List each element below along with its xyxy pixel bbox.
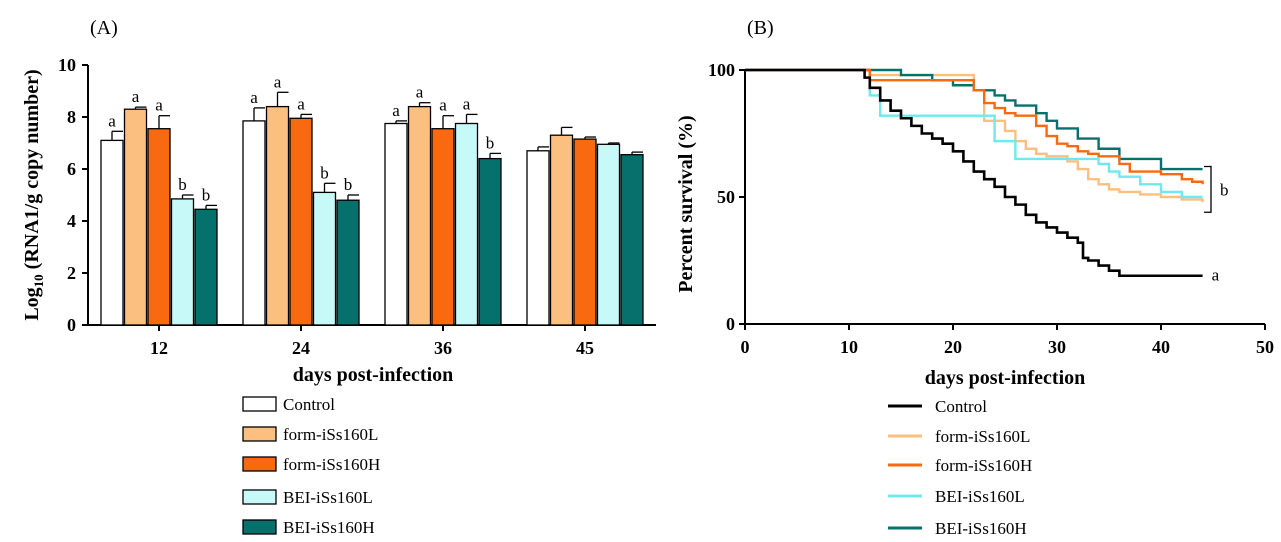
y-tick-label: 0 (726, 314, 735, 334)
bar (265, 105, 290, 326)
survival-curve (745, 68, 1204, 185)
x-tick-label: 36 (434, 338, 452, 358)
panel-a-legend: Control form-iSs160L form-iSs160H BEI-iSs16… (242, 395, 380, 537)
bar (454, 122, 479, 326)
bar (620, 154, 644, 326)
x-tick-label: 30 (1048, 337, 1066, 357)
bar (312, 191, 337, 326)
x-tick-label: 12 (150, 338, 168, 358)
significance-letter: a (274, 72, 282, 91)
y-tick-label: 50 (717, 187, 735, 207)
panel-b: (B) Percent survival (%) days post-infec… (675, 17, 1274, 538)
x-tick-label: 24 (292, 338, 310, 358)
legend-label: Control (283, 395, 335, 414)
x-tick-label: 10 (840, 337, 858, 357)
y-tick-label: 10 (58, 55, 76, 75)
x-tick-label: 20 (944, 337, 962, 357)
x-tick-label: 0 (741, 337, 750, 357)
legend-swatch (242, 489, 277, 505)
significance-letter: a (132, 87, 140, 106)
significance-letter: b (486, 133, 495, 152)
y-tick-label: 2 (67, 263, 76, 283)
panel-a-label: (A) (90, 17, 118, 39)
legend-swatch (242, 396, 277, 412)
panel-b-plot-area: 0 50 100 0 10 20 30 40 50 b a (708, 60, 1274, 357)
significance-letter: b (1220, 180, 1229, 199)
significance-letter: a (1212, 266, 1220, 285)
panel-a-x-axis-title: days post-infection (293, 364, 454, 386)
legend-label: BEI-iSs160L (283, 488, 373, 507)
legend-label: BEI-iSs160L (935, 487, 1025, 506)
bar (384, 122, 408, 326)
legend-label: form-iSs160H (283, 455, 380, 474)
y-tick-label: 0 (67, 315, 76, 335)
legend-label: Control (935, 397, 987, 416)
panel-a: (A) Log10 (RNA1/g copy number) days post… (21, 17, 656, 537)
significance-letter: b (320, 163, 329, 182)
panel-b-label: (B) (747, 17, 774, 39)
bar (100, 139, 124, 326)
legend-label: form-iSs160L (935, 427, 1030, 446)
bar (596, 143, 621, 326)
panel-a-y-axis-title: Log10 (RNA1/g copy number) (21, 69, 46, 320)
bar (194, 208, 218, 326)
significance-letter: b (178, 175, 187, 194)
bar (170, 198, 195, 326)
panel-b-x-axis-title: days post-infection (925, 367, 1086, 389)
legend-swatch (242, 456, 277, 472)
legend-swatch (242, 519, 277, 535)
y-tick-label: 100 (708, 60, 735, 80)
legend-label: form-iSs160H (935, 456, 1032, 475)
bar (478, 157, 502, 326)
legend-label: BEI-iSs160H (935, 519, 1027, 538)
significance-letter: a (392, 101, 400, 120)
y-tick-label: 4 (67, 211, 76, 231)
legend-label: BEI-iSs160H (283, 518, 375, 537)
bar (431, 128, 455, 326)
significance-letter: a (463, 94, 471, 113)
significance-letter: a (250, 88, 258, 107)
significance-letter: a (416, 83, 424, 102)
bar (289, 117, 313, 326)
legend-label: form-iSs160L (283, 425, 378, 444)
x-tick-label: 50 (1256, 337, 1274, 357)
bar (123, 108, 148, 326)
significance-letter: b (202, 185, 211, 204)
bar (573, 138, 597, 326)
y-tick-label: 6 (67, 159, 76, 179)
bar (147, 128, 171, 326)
significance-letter: a (297, 94, 305, 113)
significance-letter: a (108, 111, 116, 130)
significance-bracket (1204, 165, 1212, 213)
bar (336, 199, 360, 326)
significance-letter: b (344, 175, 353, 194)
bar (407, 105, 432, 326)
bar (549, 134, 574, 326)
panel-b-legend: Control form-iSs160L form-iSs160H BEI-iSs16… (888, 397, 1032, 538)
survival-curve (745, 68, 1203, 278)
panel-b-y-axis-title: Percent survival (%) (675, 115, 697, 292)
legend-swatch (242, 426, 277, 442)
bar (526, 150, 550, 326)
bar (242, 120, 266, 326)
significance-letter: a (155, 96, 163, 115)
x-tick-label: 45 (576, 338, 594, 358)
x-tick-label: 40 (1152, 337, 1170, 357)
significance-letter: a (439, 96, 447, 115)
y-tick-label: 8 (67, 107, 76, 127)
